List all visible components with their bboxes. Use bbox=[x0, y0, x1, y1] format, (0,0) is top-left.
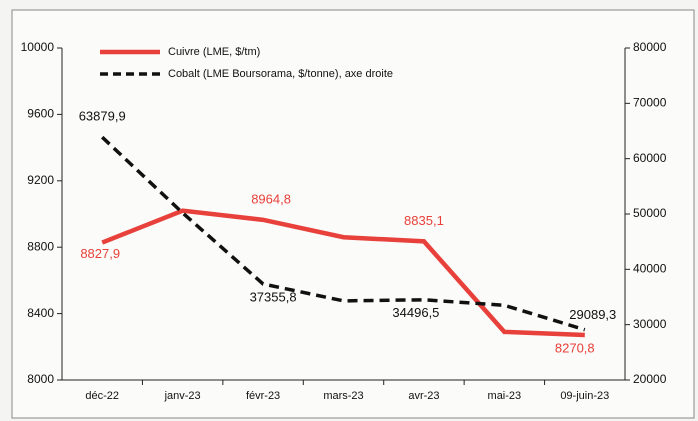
y2-tick-label: 60000 bbox=[633, 151, 667, 165]
legend-label: Cuivre (LME, $/tm) bbox=[168, 46, 260, 58]
y2-tick-label: 50000 bbox=[633, 206, 667, 220]
y2-tick-label: 40000 bbox=[633, 262, 667, 276]
x-tick-label: 09-juin-23 bbox=[560, 390, 609, 402]
data-label: 8270,8 bbox=[555, 340, 595, 355]
x-tick-label: févr-23 bbox=[246, 390, 280, 402]
x-tick-label: mars-23 bbox=[323, 390, 363, 402]
data-label: 8964,8 bbox=[251, 191, 291, 206]
y-tick-label: 10000 bbox=[21, 40, 55, 54]
x-tick-label: mai-23 bbox=[488, 390, 522, 402]
y2-tick-label: 30000 bbox=[633, 317, 667, 331]
series-line bbox=[101, 208, 585, 338]
data-label: 8827,9 bbox=[80, 246, 120, 261]
chart-frame bbox=[11, 9, 695, 419]
y-tick-label: 9200 bbox=[27, 173, 54, 187]
x-tick-label: janv-23 bbox=[164, 390, 201, 402]
y2-tick-label: 20000 bbox=[633, 372, 667, 386]
y-tick-label: 9600 bbox=[27, 107, 54, 121]
y-tick-label: 8400 bbox=[27, 306, 54, 320]
data-label: 34496,5 bbox=[392, 305, 439, 320]
y-tick-label: 8800 bbox=[27, 239, 54, 253]
data-label: 63879,9 bbox=[79, 109, 126, 124]
y2-tick-label: 80000 bbox=[633, 40, 667, 54]
y2-tick-label: 70000 bbox=[633, 96, 667, 110]
x-tick-label: avr-23 bbox=[408, 390, 439, 402]
legend-label: Cobalt (LME Boursorama, $/tonne), axe dr… bbox=[168, 68, 393, 80]
data-label: 29089,3 bbox=[569, 307, 616, 322]
x-tick-label: déc-22 bbox=[85, 390, 119, 402]
data-label: 37355,8 bbox=[250, 289, 297, 304]
y-tick-label: 8000 bbox=[27, 372, 54, 386]
data-label: 8835,1 bbox=[404, 213, 444, 228]
